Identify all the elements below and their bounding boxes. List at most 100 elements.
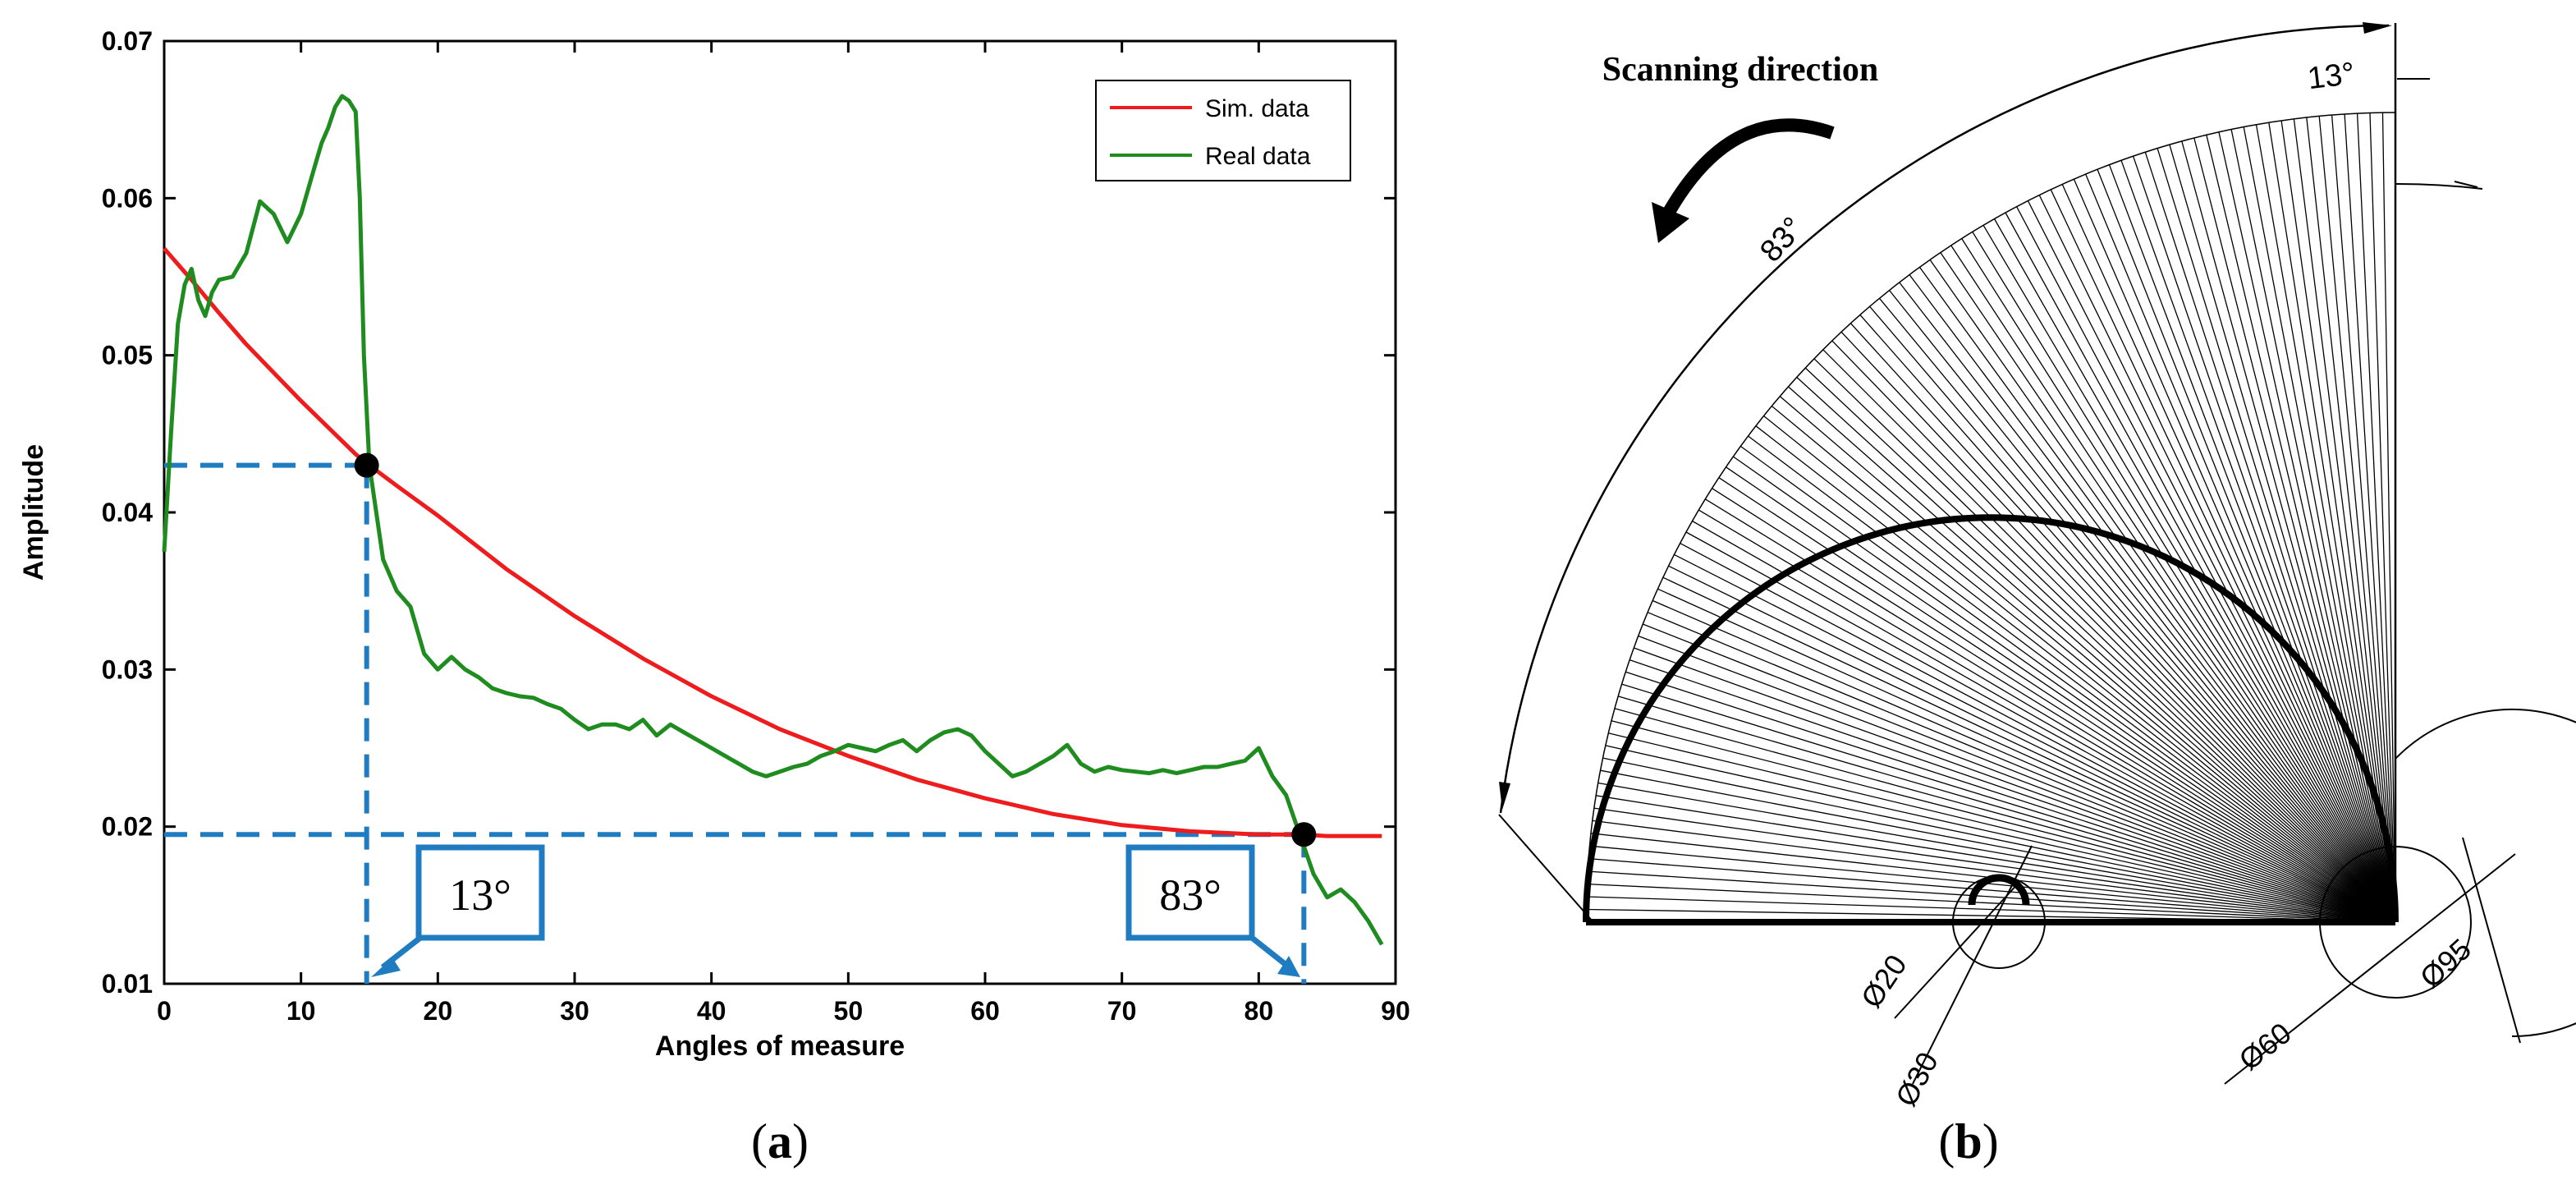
y-tick-label: 0.05 <box>102 341 153 370</box>
scan-ray <box>2073 178 2396 923</box>
scan-ray <box>2097 168 2396 923</box>
scan-ray <box>1950 245 2396 923</box>
dim-label-d20: Ø20 <box>1854 948 1914 1013</box>
panel-a-chart: 0.01 0.02 0.03 0.04 0.05 0.06 0.07 0 10 20 30 40 50… <box>18 26 1410 1169</box>
scan-ray <box>1822 349 2396 923</box>
scan-ray <box>1587 870 2396 923</box>
scan-ray <box>2038 195 2396 923</box>
scan-ray <box>1629 659 2396 923</box>
scan-ray <box>2181 140 2396 923</box>
scan-ray <box>1668 565 2396 923</box>
scan-ray <box>1771 405 2396 923</box>
scan-ray <box>2356 113 2396 923</box>
y-axis-label: Amplitude <box>18 444 49 581</box>
series-group <box>162 94 1384 946</box>
scan-ray <box>1929 259 2396 923</box>
scan-ray <box>1918 266 2396 923</box>
scan-ray <box>2193 137 2396 923</box>
y-tick-label: 0.03 <box>102 654 153 684</box>
scan-ray <box>1840 331 2396 923</box>
y-axis-ticks: 0.01 0.02 0.03 0.04 0.05 0.06 0.07 <box>102 26 1396 999</box>
scan-ray <box>1796 376 2396 923</box>
scan-ray <box>1726 466 2396 923</box>
angle-label-83: 83° <box>1753 211 1811 269</box>
scan-ray <box>2344 113 2396 923</box>
leader-d30 <box>1912 845 2033 1085</box>
scan-ray <box>1704 498 2396 923</box>
dim-arc-d95 <box>2395 709 2576 1038</box>
leader-d60 <box>2224 853 2516 1085</box>
inner-circle-d30 <box>1952 875 2046 969</box>
scan-ray <box>1909 274 2396 923</box>
caption-b-close: ) <box>1982 1114 1999 1169</box>
dim13-arrow-l <box>2454 181 2478 188</box>
scan-ray <box>2132 155 2396 923</box>
scan-ray <box>1597 782 2396 923</box>
scan-ray <box>2005 212 2396 923</box>
scan-ray <box>1755 425 2396 923</box>
y-tick-label: 0.02 <box>102 812 153 842</box>
scan-ray <box>1608 732 2396 923</box>
scan-ray <box>1588 857 2396 923</box>
scan-ray <box>1605 745 2396 923</box>
dimension-arc-13 <box>2395 182 2483 190</box>
scan-ray <box>1888 290 2396 923</box>
scan-ray <box>1748 435 2396 923</box>
scan-ray <box>1718 477 2396 923</box>
scan-ray <box>2050 189 2396 923</box>
x-tick-label: 10 <box>286 996 316 1026</box>
scan-ray <box>1642 623 2396 923</box>
panel-b-diagram: 13° 83° Scanning direction Ø20 Ø30 Ø60 Ø… <box>1498 22 2576 1169</box>
callout-arrowhead-83 <box>1277 956 1300 977</box>
scanning-direction-title: Scanning direction <box>1602 51 1878 89</box>
x-tick-label: 70 <box>1107 996 1137 1026</box>
dim-arrowhead-left <box>1499 782 1510 810</box>
scan-ray <box>2306 117 2396 923</box>
scan-ray <box>2120 160 2396 923</box>
x-tick-label: 30 <box>560 996 589 1026</box>
scan-ray <box>1618 696 2396 923</box>
scan-ray <box>1961 238 2396 923</box>
series-line-sim <box>163 246 1382 838</box>
series-line-real <box>162 94 1384 946</box>
callout-label-83: 83° <box>1159 870 1222 920</box>
scan-ray <box>2381 112 2396 923</box>
callout-arrow-83 <box>1249 935 1290 968</box>
scan-ray <box>2230 129 2396 923</box>
legend-box <box>1095 80 1351 181</box>
caption-b-letter: b <box>1955 1114 1982 1169</box>
scan-ray <box>1940 252 2396 923</box>
x-axis-ticks: 0 10 20 30 40 50 60 70 80 90 <box>157 41 1410 1026</box>
scan-ray <box>2085 173 2396 923</box>
callouts: 13° 83° <box>371 844 1300 977</box>
y-tick-label: 0.01 <box>102 969 153 999</box>
inner-arc-d20 <box>1968 874 2030 906</box>
scanning-arrowhead-icon <box>1652 202 1689 243</box>
scan-ray <box>1647 612 2396 923</box>
scanning-arrow <box>1662 118 1835 217</box>
dim-circle-d60 <box>2319 846 2473 999</box>
scan-ray <box>1625 671 2396 923</box>
dim-label-d30: Ø30 <box>1889 1046 1945 1111</box>
y-tick-label: 0.06 <box>102 183 153 213</box>
scan-ray <box>1804 367 2396 923</box>
leader-d95 <box>2462 837 2521 1044</box>
scan-ray <box>1621 683 2396 923</box>
scan-ray <box>1638 635 2396 923</box>
scan-ray <box>1712 488 2396 923</box>
probe-arc-d60 <box>1583 514 2399 923</box>
y-tick-label: 0.04 <box>102 498 153 527</box>
x-tick-label: 60 <box>970 996 1000 1026</box>
scan-ray <box>1972 231 2396 923</box>
scan-ray <box>1593 807 2396 923</box>
legend: Sim. data Real data <box>1095 80 1351 181</box>
dimension-extension-a <box>1498 814 1593 922</box>
scan-ray <box>1657 588 2396 923</box>
scan-ray <box>2144 152 2396 923</box>
dimension-arc-83 <box>1499 24 2390 814</box>
plot-area <box>163 39 1397 985</box>
scan-ray <box>1662 576 2396 923</box>
scan-ray <box>1849 323 2396 923</box>
leader-d20 <box>1894 881 2020 1019</box>
